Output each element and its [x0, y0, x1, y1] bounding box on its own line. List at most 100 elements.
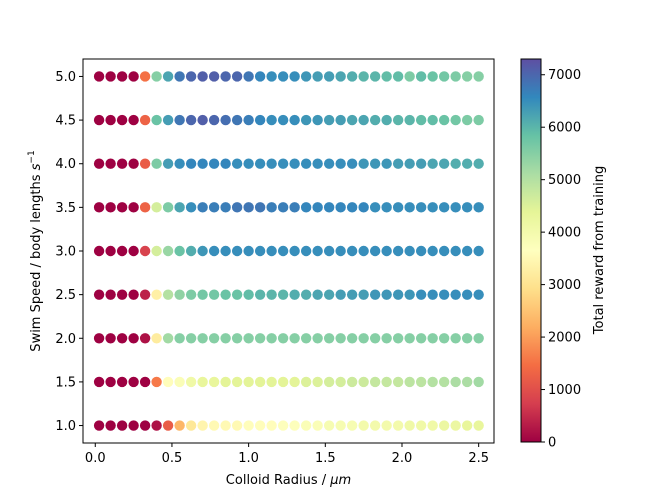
data-point-2-33: [473, 158, 484, 169]
data-point-6-25: [381, 333, 392, 344]
data-point-3-26: [392, 202, 404, 213]
y-tick-label: 1.5: [55, 375, 76, 390]
data-point-1-13: [243, 114, 254, 126]
data-point-0-26: [392, 71, 404, 82]
data-point-4-21: [335, 245, 346, 257]
data-point-2-20: [323, 158, 335, 169]
data-point-3-8: [185, 202, 197, 213]
data-point-8-27: [404, 420, 415, 431]
data-point-3-7: [174, 202, 185, 213]
data-point-2-28: [415, 158, 427, 169]
data-point-6-32: [461, 333, 473, 344]
data-point-4-28: [415, 245, 427, 257]
data-point-7-18: [300, 376, 312, 388]
data-point-3-16: [277, 202, 289, 213]
colorbar-tick-label: 4000: [548, 226, 581, 241]
data-point-5-21: [335, 289, 346, 300]
data-point-5-2: [116, 289, 128, 300]
data-point-3-11: [220, 202, 231, 213]
data-point-0-25: [381, 71, 392, 82]
data-point-8-13: [243, 420, 254, 431]
data-point-1-7: [174, 114, 185, 126]
data-point-8-2: [116, 420, 128, 431]
data-point-0-7: [174, 71, 185, 82]
data-point-4-0: [93, 245, 105, 257]
data-point-8-18: [300, 420, 312, 431]
data-point-0-11: [220, 71, 231, 82]
data-point-1-15: [266, 114, 277, 126]
data-point-7-30: [438, 376, 450, 388]
data-point-0-21: [335, 71, 346, 82]
data-point-8-9: [197, 420, 208, 431]
data-point-3-33: [473, 202, 484, 213]
data-point-0-3: [128, 71, 139, 82]
data-point-6-21: [335, 333, 346, 344]
data-point-4-8: [185, 245, 197, 257]
data-point-2-9: [197, 158, 208, 169]
data-point-7-20: [323, 376, 335, 388]
data-point-7-24: [369, 376, 381, 388]
y-tick-label: 2.0: [55, 332, 76, 347]
data-point-6-18: [300, 333, 312, 344]
data-point-3-9: [197, 202, 208, 213]
y-tick-label: 2.5: [55, 288, 76, 303]
data-point-4-33: [473, 245, 484, 257]
data-point-4-14: [254, 245, 266, 257]
data-point-0-17: [289, 71, 300, 82]
data-point-4-30: [438, 245, 450, 257]
colorbar-tick-label: 5000: [548, 173, 581, 188]
data-point-3-30: [438, 202, 450, 213]
data-point-7-2: [116, 376, 128, 388]
data-point-5-27: [404, 289, 415, 300]
data-point-5-25: [381, 289, 392, 300]
data-point-7-29: [427, 376, 438, 388]
data-point-3-6: [162, 202, 174, 213]
data-point-8-21: [335, 420, 346, 431]
data-point-5-13: [243, 289, 254, 300]
data-point-6-20: [323, 333, 335, 344]
data-point-5-11: [220, 289, 231, 300]
data-point-4-6: [162, 245, 174, 257]
data-point-8-32: [461, 420, 473, 431]
data-point-3-19: [312, 202, 323, 213]
data-point-6-30: [438, 333, 450, 344]
data-point-4-20: [323, 245, 335, 257]
data-point-6-17: [289, 333, 300, 344]
data-point-6-29: [427, 333, 438, 344]
data-point-8-25: [381, 420, 392, 431]
data-point-7-0: [93, 376, 105, 388]
data-point-2-12: [231, 158, 243, 169]
data-point-1-31: [450, 114, 461, 126]
data-point-6-16: [277, 333, 289, 344]
data-point-2-10: [208, 158, 220, 169]
data-point-6-6: [162, 333, 174, 344]
data-point-5-26: [392, 289, 404, 300]
y-tick-label: 4.5: [55, 114, 76, 129]
data-point-8-16: [277, 420, 289, 431]
data-point-4-27: [404, 245, 415, 257]
data-point-7-8: [185, 376, 197, 388]
data-point-4-10: [208, 245, 220, 257]
data-point-2-30: [438, 158, 450, 169]
data-point-0-33: [473, 71, 484, 82]
data-point-6-28: [415, 333, 427, 344]
data-point-4-5: [151, 245, 162, 257]
data-point-8-17: [289, 420, 300, 431]
data-point-6-0: [93, 333, 105, 344]
data-point-5-23: [358, 289, 369, 300]
data-point-2-3: [128, 158, 139, 169]
data-point-2-22: [346, 158, 358, 169]
data-point-1-22: [346, 114, 358, 126]
data-point-6-8: [185, 333, 197, 344]
data-point-3-12: [231, 202, 243, 213]
data-point-1-12: [231, 114, 243, 126]
data-point-1-23: [358, 114, 369, 126]
data-point-4-29: [427, 245, 438, 257]
data-point-4-9: [197, 245, 208, 257]
data-point-4-15: [266, 245, 277, 257]
data-point-6-24: [369, 333, 381, 344]
x-tick-label: 2.0: [392, 451, 413, 466]
data-point-5-32: [461, 289, 473, 300]
data-point-0-0: [93, 71, 105, 82]
data-point-2-29: [427, 158, 438, 169]
